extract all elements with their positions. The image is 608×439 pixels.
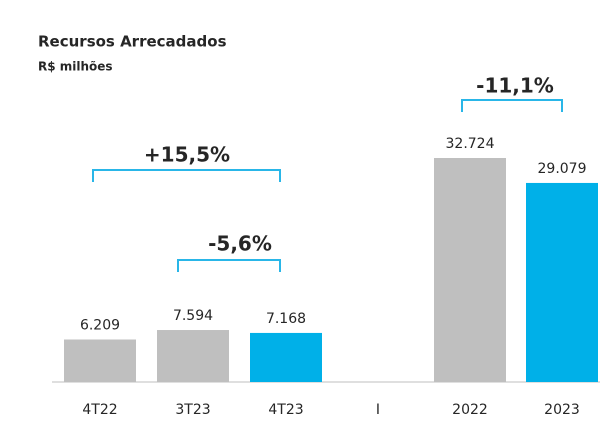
value-label: 7.594 — [173, 308, 213, 324]
bracket — [461, 99, 563, 112]
value-label: 7.168 — [266, 311, 306, 327]
x-tick-label: 2022 — [452, 402, 488, 418]
value-label: 29.079 — [538, 161, 587, 177]
chart-subtitle: R$ milhões — [38, 60, 113, 74]
annotation: -11,1% — [476, 74, 554, 98]
annotation: -5,6% — [208, 232, 272, 256]
value-label: 32.724 — [446, 136, 495, 152]
chart-title: Recursos Arrecadados — [38, 33, 227, 51]
x-tick-label: 4T22 — [82, 402, 117, 418]
bar — [250, 332, 322, 382]
x-tick-label: 2023 — [544, 402, 580, 418]
value-label: 6.209 — [80, 317, 120, 333]
x-tick-label: 3T23 — [175, 402, 210, 418]
bar — [434, 158, 506, 382]
bracket — [177, 259, 281, 272]
x-tick-label: 4T23 — [268, 402, 303, 418]
x-tick-label: I — [376, 402, 380, 418]
bar — [64, 339, 136, 382]
bar — [157, 330, 229, 382]
bracket — [92, 169, 281, 182]
bar — [526, 182, 598, 382]
annotation: +15,5% — [144, 143, 230, 167]
